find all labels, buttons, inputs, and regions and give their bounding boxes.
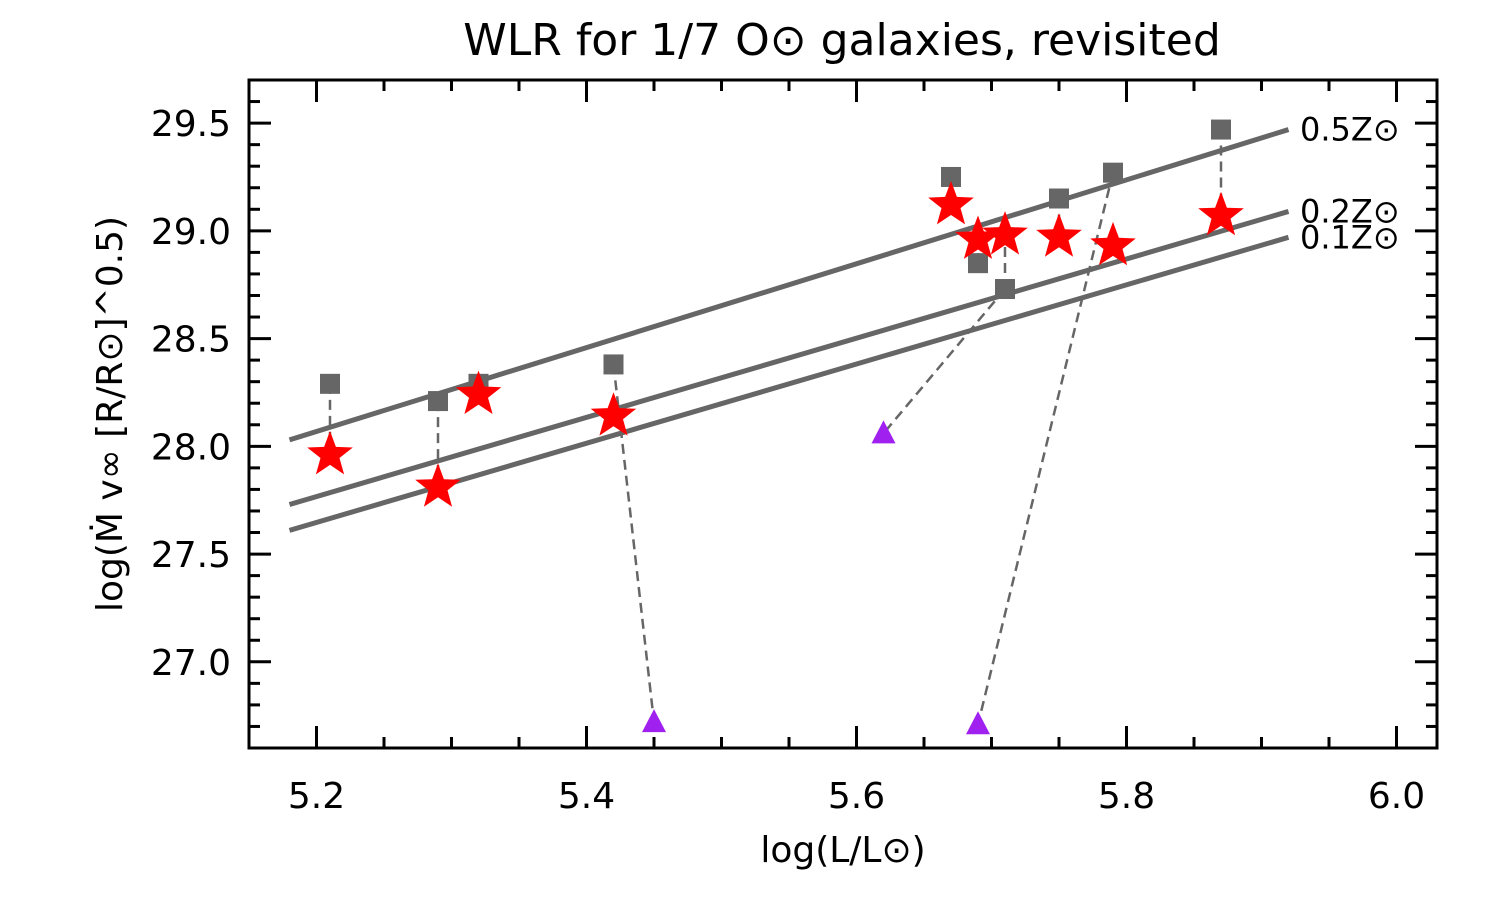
star-marker <box>590 392 637 436</box>
star-marker <box>1090 221 1136 266</box>
x-tick-label: 5.6 <box>828 776 885 817</box>
y-tick-label: 27.0 <box>151 643 231 684</box>
square-marker <box>1049 188 1069 209</box>
star-marker <box>415 463 461 507</box>
connector-line <box>976 172 1115 725</box>
triangle-marker <box>871 420 896 444</box>
star-marker <box>928 181 974 225</box>
axis-ticks <box>249 78 1437 748</box>
y-tick-label: 28.0 <box>151 427 231 468</box>
star-marker <box>955 215 1001 259</box>
x-tick-label: 5.4 <box>558 776 615 817</box>
square-marker <box>603 354 624 375</box>
star-marker <box>307 430 353 475</box>
square-marker <box>428 391 448 412</box>
y-axis-label: log(Ṁ v∞ [R/R⊙]^0.5) <box>89 216 131 612</box>
square-marker <box>968 253 988 274</box>
reference-line <box>288 209 1290 507</box>
square-marker <box>995 279 1015 300</box>
y-tick-label: 28.5 <box>151 320 231 361</box>
square-markers <box>320 119 1231 412</box>
connectors <box>328 129 1223 725</box>
star-marker <box>1198 191 1244 236</box>
reference-line-label: 0.2Z⊙ <box>1300 192 1400 230</box>
star-markers <box>307 181 1244 507</box>
square-marker <box>1211 119 1231 140</box>
reference-line-label: 0.5Z⊙ <box>1300 111 1400 149</box>
triangle-marker <box>966 711 990 735</box>
x-axis-label: log(L/L⊙) <box>760 830 925 871</box>
square-marker <box>941 166 961 187</box>
x-tick-label: 6.0 <box>1368 776 1425 817</box>
triangle-marker <box>642 709 666 733</box>
x-tick-label: 5.2 <box>288 776 345 817</box>
y-tick-label: 27.5 <box>151 535 231 576</box>
plot-frame <box>247 78 1439 750</box>
axis-tick-labels: 5.2 5.4 5.6 5.8 6.0 27.0 27.5 28.0 28.5 29.0 29.5 <box>151 104 1425 817</box>
reference-line-labels: 0.5Z⊙ 0.2Z⊙0.1Z⊙ <box>1300 111 1400 257</box>
y-tick-label: 29.5 <box>151 104 231 145</box>
reference-line-label: 0.1Z⊙ <box>1300 218 1400 256</box>
star-marker <box>1036 213 1082 257</box>
triangle-markers <box>642 420 990 735</box>
connector-line <box>612 364 656 723</box>
star-marker <box>982 211 1028 255</box>
square-marker <box>320 373 340 394</box>
square-marker <box>1103 162 1123 183</box>
y-tick-label: 29.0 <box>151 212 231 253</box>
chart-title: WLR for 1/7 O⊙ galaxies, revisited <box>463 15 1221 66</box>
x-tick-label: 5.8 <box>1098 776 1155 817</box>
star-marker <box>455 370 502 414</box>
